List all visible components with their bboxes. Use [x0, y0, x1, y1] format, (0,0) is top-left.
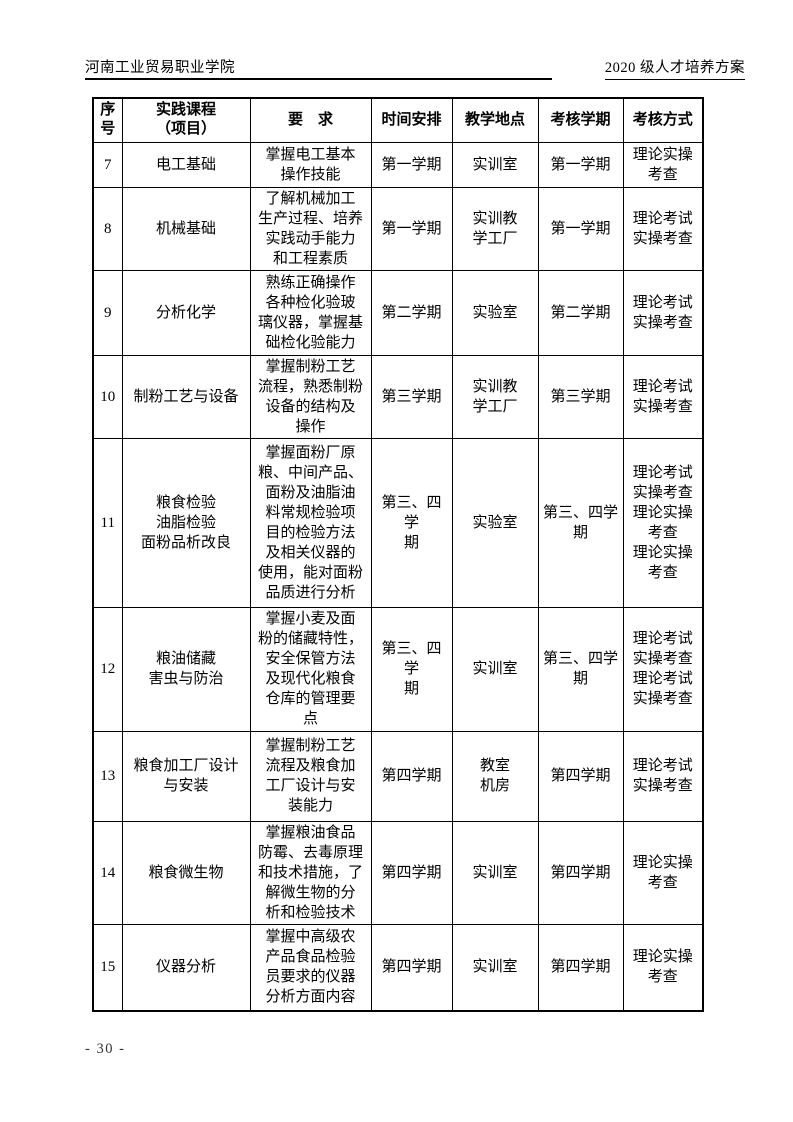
cell-method: 理论实操 考查: [622, 141, 704, 188]
cell-method: 理论考试 实操考查 理论考试 实操考查: [622, 606, 704, 732]
table-row: 7 电工基础 掌握电工基本 操作技能 第一学期 实训室 第一学期 理论实操 考查: [92, 141, 704, 188]
cell-method: 理论考试 实操考查 理论实操 考查 理论实操 考查: [622, 437, 704, 608]
cell-location: 实训室: [451, 820, 539, 925]
cell-requirement: 掌握小麦及面 粉的储藏特性， 安全保管方法 及现代化粮食 仓库的管理要 点: [249, 606, 372, 732]
cell-requirement: 掌握中高级农 产品食品检验 员要求的仪器 分析方面内容: [249, 923, 372, 1012]
table-row: 13 粮食加工厂设计 与安装 掌握制粉工艺 流程及粮食加 工厂设计与安 装能力 第四学…: [92, 730, 704, 822]
cell-time: 第三、四学 期: [370, 606, 453, 732]
cell-no: 13: [92, 730, 123, 822]
col-header-location: 教学地点: [451, 97, 539, 143]
cell-method: 理论考试 实操考查: [622, 186, 704, 271]
col-header-course: 实践课程 （项目）: [121, 97, 251, 143]
cell-course: 仪器分析: [121, 923, 251, 1012]
cell-course: 机械基础: [121, 186, 251, 271]
cell-course: 电工基础: [121, 141, 251, 188]
cell-no: 11: [92, 437, 123, 608]
cell-course: 粮食加工厂设计 与安装: [121, 730, 251, 822]
cell-time: 第四学期: [370, 820, 453, 925]
table-body: 7 电工基础 掌握电工基本 操作技能 第一学期 实训室 第一学期 理论实操 考查 8 机械基础了…: [92, 141, 704, 1012]
col-header-semester: 考核学期: [537, 97, 624, 143]
cell-course: 制粉工艺与设备: [121, 354, 251, 439]
cell-semester: 第三、四学 期: [537, 606, 624, 732]
cell-no: 9: [92, 269, 123, 356]
cell-semester: 第三学期: [537, 354, 624, 439]
cell-no: 14: [92, 820, 123, 925]
table-header-row: 序 号 实践课程 （项目） 要 求 时间安排 教学地点 考核学期 考核方式: [92, 97, 704, 143]
table-row: 12 粮油储藏 害虫与防治 掌握小麦及面 粉的储藏特性， 安全保管方法 及现代化粮食…: [92, 606, 704, 732]
page-header: 河南工业贸易职业学院 2020 级人才培养方案: [85, 56, 745, 80]
cell-semester: 第二学期: [537, 269, 624, 356]
header-doc-title: 2020 级人才培养方案: [604, 56, 745, 80]
header-rule: [85, 78, 552, 80]
cell-no: 7: [92, 141, 123, 188]
col-header-method: 考核方式: [622, 97, 704, 143]
cell-location: 实验室: [451, 269, 539, 356]
cell-no: 10: [92, 354, 123, 439]
cell-requirement: 了解机械加工 生产过程、培养 实践动手能力 和工程素质: [249, 186, 372, 271]
cell-no: 15: [92, 923, 123, 1012]
cell-requirement: 掌握面粉厂原 粮、中间产品、 面粉及油脂油 料常规检验项 目的检验方法 及相关仪…: [249, 437, 372, 608]
cell-time: 第四学期: [370, 730, 453, 822]
table-row: 11 粮食检验 油脂检验 面粉品析改良 掌握面粉厂原 粮、中间产品、 面粉及油脂油 …: [92, 437, 704, 608]
cell-time: 第三、四学 期: [370, 437, 453, 608]
cell-requirement: 掌握粮油食品 防霉、去毒原理 和技术措施，了 解微生物的分 析和检验技术: [249, 820, 372, 925]
cell-requirement: 掌握电工基本 操作技能: [249, 141, 372, 188]
cell-time: 第四学期: [370, 923, 453, 1012]
cell-location: 教室 机房: [451, 730, 539, 822]
cell-semester: 第一学期: [537, 141, 624, 188]
cell-course: 粮食检验 油脂检验 面粉品析改良: [121, 437, 251, 608]
cell-time: 第三学期: [370, 354, 453, 439]
table-row: 10 制粉工艺与设备 掌握制粉工艺 流程，熟悉制粉 设备的结构及 操作 第三学期 实训教…: [92, 354, 704, 439]
cell-course: 粮油储藏 害虫与防治: [121, 606, 251, 732]
cell-method: 理论考试 实操考查: [622, 269, 704, 356]
page-number: - 30 -: [85, 1041, 126, 1057]
cell-requirement: 掌握制粉工艺 流程及粮食加 工厂设计与安 装能力: [249, 730, 372, 822]
table-row: 8 机械基础 了解机械加工 生产过程、培养 实践动手能力 和工程素质 第一学期 实训教 …: [92, 186, 704, 271]
table-head: 序 号 实践课程 （项目） 要 求 时间安排 教学地点 考核学期 考核方式: [92, 97, 704, 143]
cell-course: 粮食微生物: [121, 820, 251, 925]
cell-semester: 第三、四学 期: [537, 437, 624, 608]
cell-time: 第二学期: [370, 269, 453, 356]
col-header-time: 时间安排: [370, 97, 453, 143]
cell-location: 实训室: [451, 606, 539, 732]
cell-method: 理论考试 实操考查: [622, 354, 704, 439]
cell-method: 理论实操 考查: [622, 923, 704, 1012]
col-header-no: 序 号: [92, 97, 123, 143]
cell-requirement: 掌握制粉工艺 流程，熟悉制粉 设备的结构及 操作: [249, 354, 372, 439]
table-row: 15 仪器分析 掌握中高级农 产品食品检验 员要求的仪器 分析方面内容 第四学期 实训室…: [92, 923, 704, 1012]
cell-no: 8: [92, 186, 123, 271]
cell-method: 理论考试 实操考查: [622, 730, 704, 822]
cell-semester: 第四学期: [537, 820, 624, 925]
header-school-name: 河南工业贸易职业学院: [85, 60, 235, 76]
cell-no: 12: [92, 606, 123, 732]
cell-time: 第一学期: [370, 186, 453, 271]
cell-location: 实训教 学工厂: [451, 354, 539, 439]
cell-semester: 第一学期: [537, 186, 624, 271]
cell-semester: 第四学期: [537, 923, 624, 1012]
cell-location: 实训教 学工厂: [451, 186, 539, 271]
cell-course: 分析化学: [121, 269, 251, 356]
cell-location: 实训室: [451, 923, 539, 1012]
cell-semester: 第四学期: [537, 730, 624, 822]
cell-location: 实验室: [451, 437, 539, 608]
table-row: 9 分析化学 熟练正确操作 各种检化验玻 璃仪器，掌握基 础检化验能力 第二学期 实验室…: [92, 269, 704, 356]
cell-location: 实训室: [451, 141, 539, 188]
table-row: 14 粮食微生物 掌握粮油食品 防霉、去毒原理 和技术措施，了 解微生物的分 析和检…: [92, 820, 704, 925]
cell-time: 第一学期: [370, 141, 453, 188]
col-header-requirement: 要 求: [249, 97, 372, 143]
cell-method: 理论实操 考查: [622, 820, 704, 925]
cell-requirement: 熟练正确操作 各种检化验玻 璃仪器，掌握基 础检化验能力: [249, 269, 372, 356]
